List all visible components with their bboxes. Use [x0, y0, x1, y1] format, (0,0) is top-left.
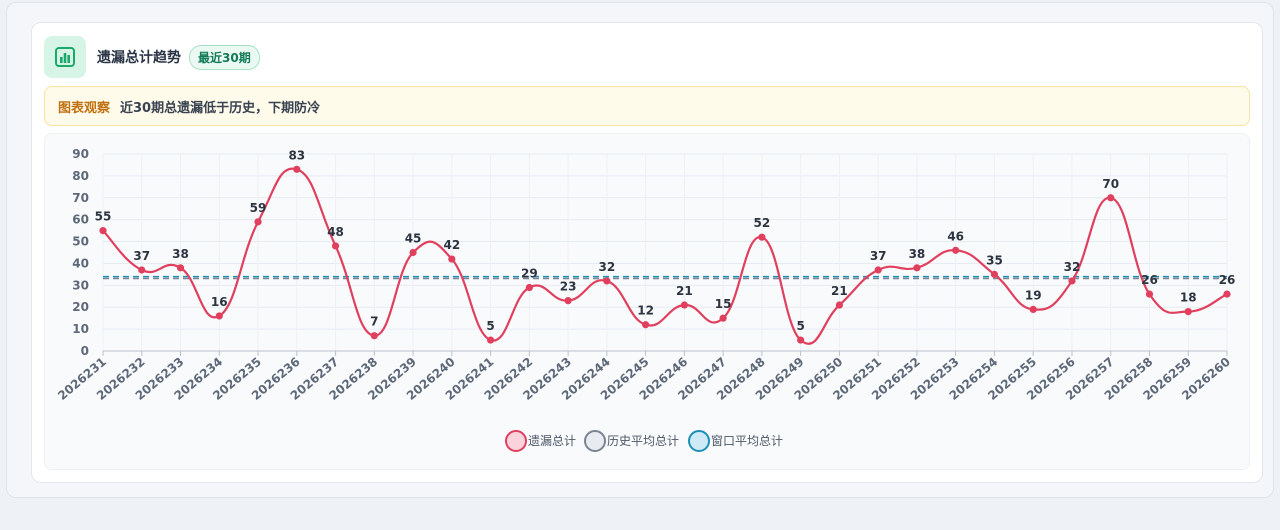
- data-label: 55: [95, 210, 112, 224]
- data-point: [797, 336, 805, 344]
- chart-card: 遗漏总计趋势 最近30期 图表观察 近30期总遗漏低于历史，下期防冷 0 10 20…: [31, 22, 1263, 483]
- data-label: 15: [715, 297, 732, 311]
- data-point: [1184, 308, 1192, 316]
- card-title: 遗漏总计趋势: [97, 50, 181, 66]
- insight-label: 图表观察: [58, 100, 111, 116]
- data-point: [525, 283, 533, 292]
- insight-text: 近30期总遗漏低于历史，下期防冷: [120, 100, 321, 116]
- data-point: [1223, 290, 1231, 298]
- data-point: [642, 321, 650, 329]
- data-point: [486, 336, 495, 344]
- data-point: [331, 242, 340, 250]
- data-point: [603, 277, 611, 285]
- y-tick-label: 20: [72, 300, 89, 314]
- trend-chart: 0102030405060708090202623120262322026233…: [55, 147, 1236, 452]
- data-label: 37: [133, 249, 150, 263]
- y-tick-label: 30: [72, 278, 89, 292]
- bar-chart-icon: [44, 36, 86, 78]
- data-label: 5: [486, 319, 494, 333]
- data-label: 12: [637, 304, 654, 318]
- data-point: [758, 233, 766, 241]
- legend-swatch: [584, 430, 606, 452]
- data-point: [448, 255, 456, 263]
- data-label: 35: [986, 253, 1003, 267]
- data-point: [1029, 305, 1037, 314]
- data-point: [215, 312, 223, 320]
- y-tick-label: 0: [81, 344, 89, 358]
- y-tick-label: 90: [72, 147, 89, 161]
- data-label: 37: [870, 249, 887, 263]
- data-label: 52: [754, 216, 771, 230]
- data-label: 42: [443, 238, 460, 252]
- legend-swatch: [688, 430, 710, 452]
- y-tick-label: 40: [72, 256, 89, 270]
- y-tick-label: 70: [72, 191, 89, 205]
- data-point: [913, 264, 921, 272]
- data-label: 5: [796, 319, 804, 333]
- series-line-main: [102, 167, 1228, 345]
- data-label: 23: [560, 280, 577, 294]
- data-label: 32: [599, 260, 616, 274]
- data-point: [409, 248, 417, 257]
- data-point: [370, 332, 378, 340]
- data-point: [1145, 290, 1154, 298]
- legend-label: 遗漏总计: [528, 434, 576, 448]
- data-label: 38: [172, 247, 189, 261]
- data-point: [952, 246, 960, 254]
- data-label: 19: [1025, 288, 1042, 302]
- y-tick-label: 50: [72, 235, 89, 249]
- card-header: 遗漏总计趋势 最近30期: [44, 35, 260, 79]
- data-label: 21: [831, 284, 848, 298]
- y-tick-label: 10: [72, 322, 89, 336]
- data-point: [138, 266, 146, 274]
- legend-swatch: [505, 430, 527, 452]
- data-point: [719, 314, 727, 322]
- data-label: 18: [1180, 291, 1197, 305]
- data-label: 45: [405, 232, 422, 246]
- data-label: 32: [1064, 260, 1081, 274]
- data-label: 38: [909, 247, 926, 261]
- data-point: [254, 218, 262, 226]
- data-point: [874, 266, 882, 274]
- data-label: 21: [676, 284, 693, 298]
- data-point: [990, 270, 999, 278]
- data-point: [564, 297, 572, 305]
- data-label: 26: [1141, 273, 1158, 287]
- legend-label: 窗口平均总计: [711, 434, 783, 448]
- data-label: 16: [211, 295, 228, 309]
- data-point: [835, 301, 844, 309]
- outer-panel: 遗漏总计趋势 最近30期 图表观察 近30期总遗漏低于历史，下期防冷 0 10 20…: [6, 2, 1274, 498]
- data-label: 46: [947, 229, 964, 243]
- data-label: 26: [1219, 273, 1236, 287]
- legend-label: 历史平均总计: [607, 434, 679, 448]
- data-label: 48: [327, 225, 344, 239]
- data-point: [293, 165, 301, 173]
- y-tick-label: 80: [72, 169, 89, 183]
- data-point: [1107, 194, 1115, 202]
- data-point: [176, 264, 185, 272]
- chart-area: 0 10 20 30 40 50 60 70 80 90 2026231 2026232 2026233…: [44, 133, 1250, 470]
- data-label: 83: [288, 148, 305, 162]
- insight-banner: 图表观察 近30期总遗漏低于历史，下期防冷: [44, 86, 1250, 126]
- data-point: [99, 227, 107, 235]
- data-label: 7: [370, 315, 378, 329]
- data-label: 29: [521, 267, 538, 281]
- period-badge: 最近30期: [189, 44, 260, 70]
- data-label: 70: [1102, 177, 1119, 191]
- y-tick-label: 60: [72, 213, 89, 227]
- data-label: 59: [250, 201, 267, 215]
- data-point: [1068, 277, 1076, 285]
- data-point: [680, 301, 688, 309]
